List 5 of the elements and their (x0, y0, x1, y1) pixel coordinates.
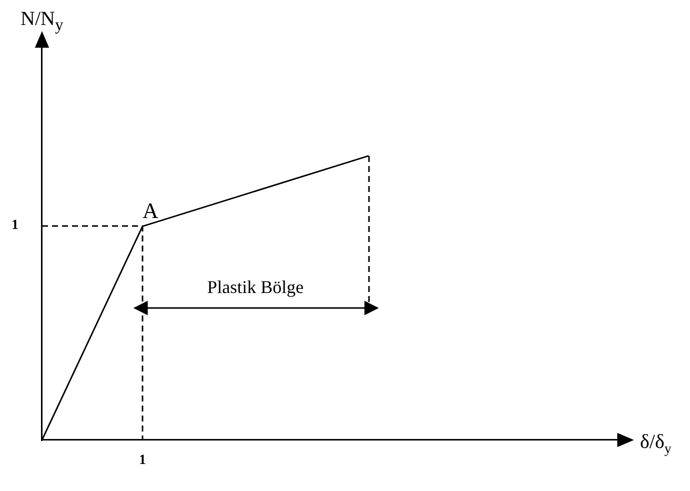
text: 1 (139, 453, 146, 468)
text: 1 (12, 218, 18, 234)
text: N/N$_{y}$ (20, 8, 64, 34)
annotation: A (142, 198, 158, 224)
annotation: Plastik Bölge (207, 276, 304, 297)
